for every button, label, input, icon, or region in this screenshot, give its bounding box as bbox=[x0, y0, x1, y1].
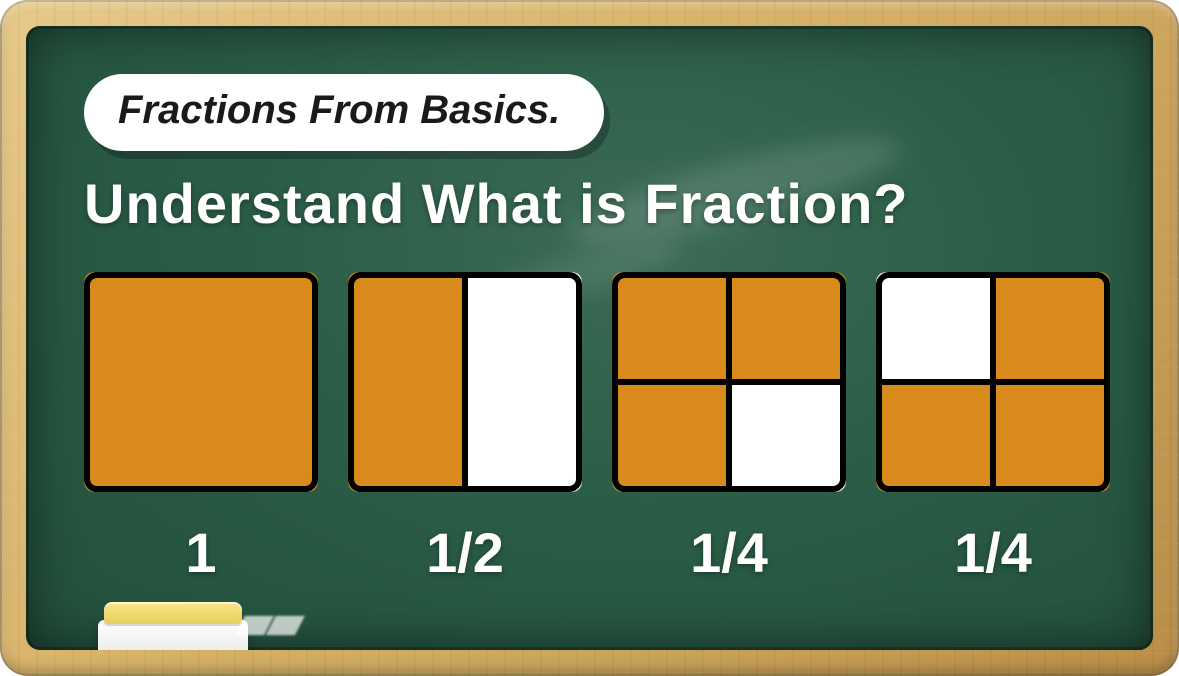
fraction-square bbox=[876, 272, 1110, 492]
fraction-label: 1/2 bbox=[426, 520, 504, 585]
chalkboard-infographic: Fractions From Basics. Understand What i… bbox=[0, 0, 1179, 676]
fraction-cell: 1/4 bbox=[876, 272, 1110, 585]
fraction-square bbox=[84, 272, 318, 492]
subtitle-text: Understand What is Fraction? bbox=[84, 171, 909, 236]
fraction-cell: 1 bbox=[84, 272, 318, 585]
fraction-cell: 1/2 bbox=[348, 272, 582, 585]
fraction-square bbox=[612, 272, 846, 492]
eraser-icon bbox=[98, 602, 248, 650]
fraction-cell: 1/4 bbox=[612, 272, 846, 585]
fraction-label: 1/4 bbox=[954, 520, 1032, 585]
chalk-dust: ▰▰ bbox=[236, 594, 298, 650]
chalkboard-surface: Fractions From Basics. Understand What i… bbox=[26, 26, 1153, 650]
fraction-squares-row: 1 1/2 bbox=[84, 272, 1095, 585]
fraction-label: 1/4 bbox=[690, 520, 768, 585]
fraction-label: 1 bbox=[185, 520, 216, 585]
title-chip: Fractions From Basics. bbox=[84, 74, 604, 151]
wooden-frame: Fractions From Basics. Understand What i… bbox=[0, 0, 1179, 676]
fraction-square bbox=[348, 272, 582, 492]
